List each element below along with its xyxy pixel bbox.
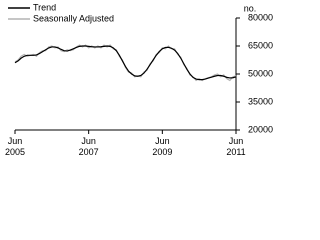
x-tick-label: Jun 2007 [78,136,99,157]
x-tick-label: Jun 2009 [152,136,173,157]
series-line [14,45,237,81]
x-tick-label: Jun 2005 [4,136,26,157]
legend-label: Trend [33,2,56,12]
y-tick-label: 65000 [248,40,273,50]
y-tick-label: 35000 [248,96,273,106]
legend-label: Seasonally Adjusted [33,13,114,23]
y-tick-label: 80000 [248,12,273,22]
y-unit-label: no. [244,3,257,13]
y-tick-label: 20000 [248,124,273,134]
y-tick-label: 50000 [248,68,273,78]
plot: no. 20000 35000 50000 65000 80000 TrendSeason… [8,2,273,134]
chart: no. 20000 35000 50000 65000 80000 Trend Season… [4,2,273,157]
x-tick-label: Jun 2011 [226,136,246,157]
series-line [14,44,237,82]
